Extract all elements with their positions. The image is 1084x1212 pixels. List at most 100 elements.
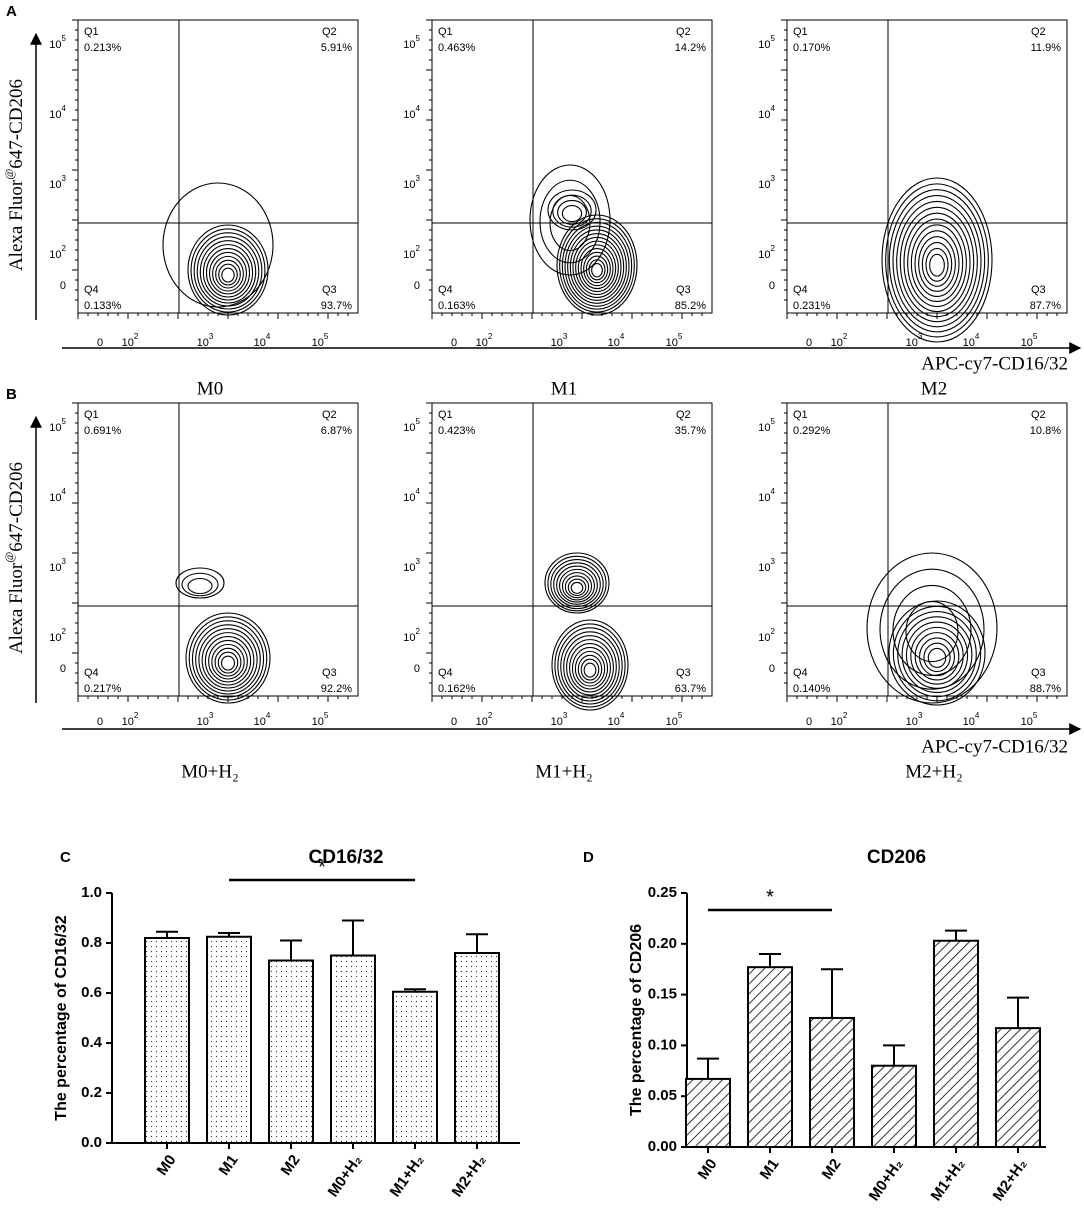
tick-exponent: 3 bbox=[209, 711, 214, 720]
tick-exponent: 5 bbox=[678, 332, 683, 341]
y-axis-label-part: Alexa Fluor bbox=[6, 179, 27, 271]
x-tick-label: M1 bbox=[216, 1152, 242, 1179]
tick-base: 10 bbox=[403, 492, 415, 504]
tick-base: 10 bbox=[831, 337, 843, 349]
flow-tick-label: 103 bbox=[551, 332, 568, 349]
tick-base: 10 bbox=[122, 716, 134, 728]
bar bbox=[871, 1064, 917, 1148]
flow-tick-label: 103 bbox=[197, 332, 214, 349]
bar bbox=[747, 966, 793, 1149]
quadrant-name: Q1 bbox=[438, 26, 453, 38]
contour bbox=[218, 263, 238, 286]
y-tick-label: 0.0 bbox=[81, 1134, 102, 1151]
contour bbox=[580, 248, 614, 290]
contour bbox=[563, 635, 617, 699]
contour bbox=[885, 183, 989, 338]
quadrant-value: 88.7% bbox=[1030, 683, 1061, 695]
tick-exponent: 2 bbox=[771, 627, 776, 636]
x-tick-label: M2 bbox=[819, 1156, 845, 1183]
x-axis-label: APC-cy7-CD16/32 bbox=[921, 353, 1068, 374]
flow-tick-label: 103 bbox=[551, 711, 568, 728]
tick-exponent: 4 bbox=[620, 711, 625, 720]
contour bbox=[577, 654, 603, 684]
flow-tick-label: 102 bbox=[49, 244, 66, 261]
contour bbox=[881, 177, 993, 343]
chart-title: CD206 bbox=[867, 847, 926, 868]
plot-frame bbox=[431, 402, 713, 697]
tick-base: 10 bbox=[551, 337, 563, 349]
bar bbox=[685, 1077, 731, 1148]
contour bbox=[588, 259, 606, 281]
tick-exponent: 5 bbox=[771, 34, 776, 43]
flow-tick-label: 0 bbox=[769, 663, 775, 675]
quadrant-value: 0.217% bbox=[84, 683, 122, 695]
contour bbox=[557, 199, 587, 225]
contour bbox=[574, 650, 606, 687]
flow-tick-label: 0 bbox=[806, 716, 812, 728]
quadrant-value: 0.133% bbox=[84, 300, 122, 312]
contour bbox=[198, 628, 258, 692]
bar bbox=[995, 1027, 1041, 1149]
quadrant-name: Q2 bbox=[676, 409, 691, 421]
contour bbox=[175, 567, 225, 599]
contour bbox=[570, 581, 584, 594]
panel-label: D bbox=[583, 849, 594, 866]
quadrant-name: Q4 bbox=[84, 284, 99, 296]
contour bbox=[591, 262, 603, 278]
x-tick-label: M2 bbox=[278, 1152, 304, 1179]
tick-base: 0 bbox=[60, 663, 66, 675]
flow-tick-label: 104 bbox=[758, 104, 775, 121]
quadrant-value: 0.163% bbox=[438, 300, 476, 312]
flow-tick-label: 102 bbox=[122, 332, 139, 349]
quadrant-value: 0.691% bbox=[84, 425, 122, 437]
tick-exponent: 2 bbox=[416, 244, 421, 253]
quadrant-value: 5.91% bbox=[321, 42, 352, 54]
tick-base: 10 bbox=[758, 422, 770, 434]
flow-tick-label: 105 bbox=[758, 417, 775, 434]
contour bbox=[585, 255, 609, 284]
contour bbox=[220, 655, 236, 671]
tick-base: 10 bbox=[758, 109, 770, 121]
contour bbox=[575, 240, 619, 296]
x-tick-label: M0+H₂ bbox=[866, 1156, 907, 1204]
plot-frame bbox=[786, 402, 1068, 697]
contour bbox=[903, 212, 971, 313]
y-tick-label: 0.15 bbox=[648, 986, 677, 1003]
y-tick-label: 0.00 bbox=[648, 1138, 677, 1155]
flow-tick-label: 103 bbox=[758, 557, 775, 574]
flow-tick-label: 102 bbox=[758, 244, 775, 261]
tick-exponent: 3 bbox=[918, 332, 923, 341]
tick-exponent: 4 bbox=[975, 711, 980, 720]
bar bbox=[268, 959, 314, 1144]
flow-tick-label: 104 bbox=[403, 104, 420, 121]
tick-exponent: 3 bbox=[416, 557, 421, 566]
sample-label: M1+H₂ bbox=[535, 761, 592, 782]
tick-base: 0 bbox=[806, 716, 812, 728]
tick-base: 10 bbox=[312, 337, 324, 349]
tick-exponent: 2 bbox=[843, 332, 848, 341]
flow-tick-label: 0 bbox=[97, 716, 103, 728]
contour bbox=[208, 639, 248, 683]
tick-base: 10 bbox=[758, 39, 770, 51]
flow-tick-label: 105 bbox=[1021, 332, 1038, 349]
contour bbox=[221, 267, 235, 283]
tick-base: 0 bbox=[97, 337, 103, 349]
panel-label: A bbox=[6, 3, 17, 20]
significance-star: * bbox=[766, 886, 774, 908]
flow-tick-label: 103 bbox=[906, 332, 923, 349]
quadrant-value: 63.7% bbox=[675, 683, 706, 695]
flow-tick-label: 105 bbox=[49, 34, 66, 51]
contour bbox=[566, 639, 614, 696]
tick-base: 10 bbox=[608, 716, 620, 728]
quadrant-value: 0.170% bbox=[793, 42, 831, 54]
contour bbox=[211, 643, 245, 680]
quadrant-value: 0.213% bbox=[84, 42, 122, 54]
flow-tick-label: 104 bbox=[608, 332, 625, 349]
quadrant-name: Q1 bbox=[793, 26, 808, 38]
tick-base: 10 bbox=[906, 337, 918, 349]
contour bbox=[925, 247, 949, 282]
x-tick-label: M0+H₂ bbox=[325, 1152, 366, 1200]
quadrant-name: Q3 bbox=[322, 284, 337, 296]
tick-base: 10 bbox=[1021, 337, 1033, 349]
flow-tick-label: 103 bbox=[906, 711, 923, 728]
